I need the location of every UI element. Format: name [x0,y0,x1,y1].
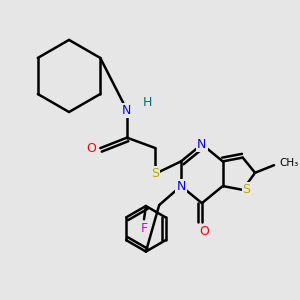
Text: O: O [199,225,209,238]
Text: O: O [86,142,96,154]
Text: H: H [143,96,152,109]
Text: N: N [122,103,132,117]
Text: N: N [176,180,186,193]
Text: F: F [140,222,148,235]
Text: N: N [197,138,207,151]
Text: CH₃: CH₃ [280,158,299,168]
Text: S: S [152,167,159,180]
Text: S: S [242,183,250,196]
